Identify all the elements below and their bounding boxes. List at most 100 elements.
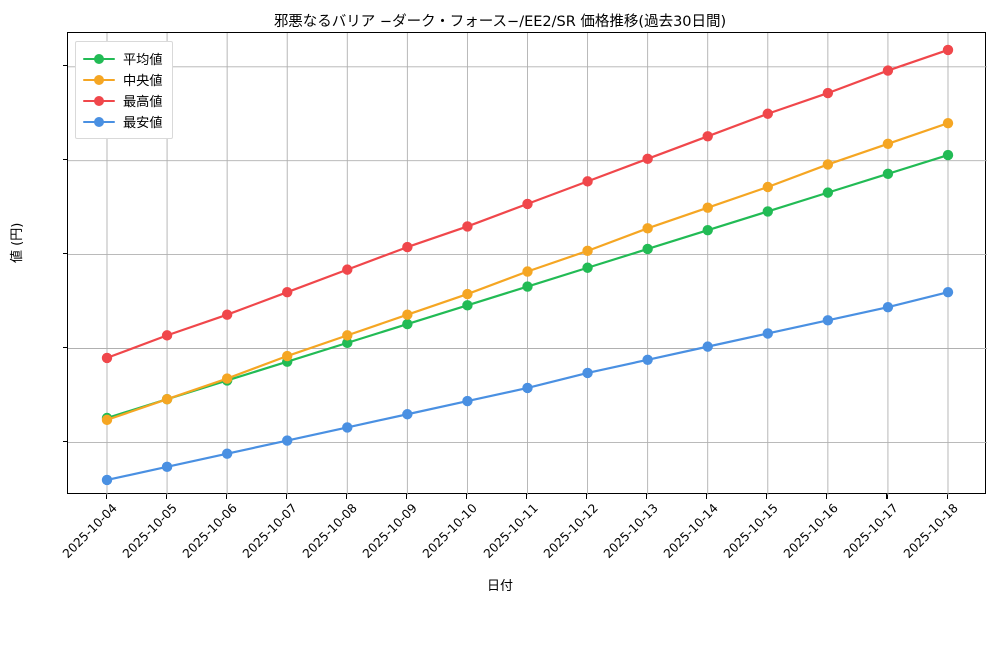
- plot-area: [67, 32, 987, 495]
- series-1: [101, 149, 954, 424]
- data-point: [522, 382, 533, 394]
- x-tick-mark: [706, 494, 708, 499]
- x-tick-mark: [105, 494, 107, 499]
- data-point: [822, 187, 834, 198]
- x-tick-mark: [826, 494, 828, 499]
- x-tick-mark: [646, 494, 648, 499]
- data-point: [942, 286, 954, 298]
- data-point: [462, 288, 473, 300]
- legend-item-2[interactable]: 中央値: [83, 69, 163, 90]
- x-tick-mark: [586, 494, 588, 499]
- data-point: [642, 223, 653, 234]
- data-point: [522, 198, 533, 210]
- data-point: [101, 352, 113, 364]
- legend-label: 中央値: [123, 74, 163, 89]
- x-axis-label: 日付: [486, 579, 513, 594]
- legend-item-4[interactable]: 最安値: [83, 111, 163, 132]
- data-point: [282, 435, 293, 446]
- data-point: [522, 281, 533, 292]
- data-point: [582, 262, 593, 273]
- legend-item-3[interactable]: 最高値: [83, 90, 163, 111]
- data-point: [942, 149, 954, 161]
- series-4: [101, 286, 954, 486]
- data-point: [582, 245, 593, 257]
- legend-label: 最高値: [123, 95, 163, 110]
- data-point: [762, 108, 773, 119]
- legend-swatch-icon: [83, 52, 115, 66]
- data-point: [161, 461, 173, 473]
- data-point: [762, 328, 773, 339]
- data-point: [342, 337, 353, 349]
- data-point: [942, 44, 954, 56]
- data-point: [462, 221, 473, 232]
- data-point: [342, 264, 353, 275]
- x-tick-mark: [285, 494, 287, 499]
- legend-swatch-icon: [83, 73, 115, 87]
- data-point: [462, 300, 473, 311]
- data-point: [642, 243, 653, 255]
- data-point: [582, 367, 593, 379]
- x-tick-mark: [345, 494, 347, 499]
- data-point: [702, 202, 713, 213]
- data-point: [462, 395, 473, 407]
- data-point: [762, 181, 773, 193]
- data-point: [402, 309, 413, 320]
- data-point: [402, 241, 413, 253]
- data-point: [161, 394, 173, 405]
- data-point: [101, 474, 113, 486]
- chart-title: 邪悪なるバリア −ダーク・フォース−/EE2/SR 価格推移(過去30日間): [273, 14, 727, 30]
- legend-swatch-icon: [83, 94, 115, 108]
- data-point: [822, 87, 834, 99]
- x-tick-mark: [465, 494, 468, 499]
- y-tick-mark: [62, 253, 67, 255]
- x-axis: 2025-10-04 2025-10-05 2025-10-06 2025-10-07…: [60, 494, 961, 561]
- data-point: [161, 330, 173, 341]
- data-point: [402, 409, 413, 420]
- x-tick-mark: [886, 494, 888, 499]
- chart-legend: 平均値中央値最高値最安値: [75, 41, 173, 139]
- y-tick-mark: [62, 159, 67, 161]
- data-point: [342, 422, 353, 433]
- data-point: [762, 206, 773, 217]
- data-point: [221, 309, 233, 320]
- data-point: [282, 286, 293, 298]
- x-tick-mark: [225, 494, 227, 499]
- data-point: [582, 176, 593, 187]
- legend-label: 平均値: [123, 53, 163, 68]
- series-2: [101, 117, 954, 426]
- data-point: [342, 330, 353, 341]
- legend-item-1[interactable]: 平均値: [83, 48, 163, 69]
- chart-figure: 邪悪なるバリア −ダーク・フォース−/EE2/SR 価格推移(過去30日間) 値…: [10, 14, 987, 594]
- data-point: [822, 159, 834, 170]
- y-tick-mark: [62, 440, 67, 442]
- x-tick-mark: [165, 494, 167, 499]
- data-point: [882, 65, 894, 76]
- data-point: [882, 138, 894, 150]
- legend-label: 最安値: [123, 116, 163, 131]
- y-tick-mark: [62, 347, 67, 349]
- data-point: [702, 341, 713, 352]
- data-point: [822, 315, 834, 326]
- data-point: [522, 266, 533, 277]
- data-point: [101, 414, 113, 426]
- data-point: [642, 153, 653, 165]
- x-tick-mark: [405, 494, 407, 499]
- x-tick-mark: [946, 494, 948, 499]
- y-tick-mark: [62, 65, 67, 67]
- x-tick-mark: [766, 494, 768, 499]
- data-point: [882, 301, 894, 313]
- legend-swatch-icon: [83, 115, 115, 129]
- data-point: [402, 318, 413, 330]
- data-point: [882, 168, 894, 180]
- data-point: [282, 350, 293, 362]
- data-point: [221, 448, 233, 459]
- data-point: [942, 117, 954, 129]
- series-3: [101, 44, 954, 364]
- plot-svg: [68, 33, 987, 495]
- data-point: [702, 131, 713, 142]
- data-point: [702, 224, 713, 236]
- data-point: [221, 373, 233, 384]
- y-axis: 100150200250300: [62, 65, 67, 442]
- x-tick-mark: [526, 494, 528, 499]
- data-point: [642, 354, 653, 365]
